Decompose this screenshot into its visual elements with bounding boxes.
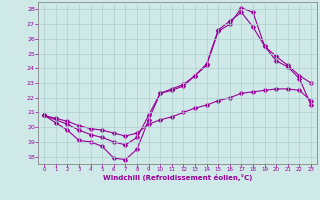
X-axis label: Windchill (Refroidissement éolien,°C): Windchill (Refroidissement éolien,°C) xyxy=(103,174,252,181)
